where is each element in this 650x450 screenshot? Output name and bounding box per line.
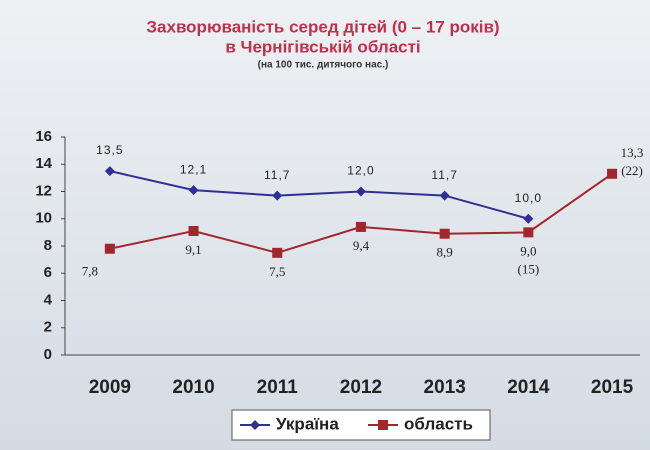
data-label: 11,7 [431,168,457,182]
marker [523,213,534,224]
x-tick-label: 2010 [172,377,214,398]
x-tick-label: 2015 [591,377,634,398]
marker [523,227,534,238]
data-label: 12,0 [347,164,374,178]
marker [272,247,283,258]
x-tick-label: 2013 [424,377,466,398]
data-label: 8,9 [437,245,453,260]
y-tick-label: 8 [44,237,52,254]
chart-subtitle: (на 100 тис. дитячого нас.) [258,60,389,71]
marker [188,185,199,196]
y-tick-label: 6 [44,264,52,281]
marker [188,226,199,237]
marker [355,186,366,197]
y-tick-label: 2 [44,319,52,336]
data-label: 9,4 [353,238,370,253]
marker [272,190,283,201]
legend-label: область [404,414,473,433]
x-tick-label: 2012 [340,377,382,398]
y-tick-label: 10 [35,210,52,227]
annotation: (15) [518,261,540,276]
data-label: 9,1 [185,242,201,257]
x-tick-label: 2011 [257,377,299,398]
chart-title-line2: в Чернігівській області [225,37,420,56]
data-label: 7,5 [269,264,285,279]
data-label: 9,0 [520,243,536,258]
x-tick-label: 2014 [507,377,550,398]
marker [104,243,115,254]
series-line [109,170,529,220]
marker [104,166,115,177]
data-label: 12,1 [180,162,207,176]
annotation: (22) [621,163,643,178]
legend-label: Україна [276,414,339,433]
y-tick-label: 16 [35,128,52,145]
y-tick-label: 12 [35,182,52,199]
y-tick-label: 14 [35,155,52,172]
data-label: 10,0 [515,191,542,205]
y-tick-label: 0 [44,346,52,363]
marker [439,190,450,201]
data-label: 11,7 [264,168,290,182]
data-label: 13,3 [621,145,644,160]
legend [231,409,491,441]
marker [607,168,618,179]
chart-title: Захворюваність серед дітей (0 – 17 років… [146,17,499,36]
marker [378,420,388,430]
marker [439,228,450,239]
marker [355,221,366,232]
data-label: 13,5 [96,143,123,157]
data-label: 7,8 [82,264,98,279]
x-tick-label: 2009 [89,377,131,398]
y-tick-label: 4 [44,291,53,308]
marker [250,420,260,430]
